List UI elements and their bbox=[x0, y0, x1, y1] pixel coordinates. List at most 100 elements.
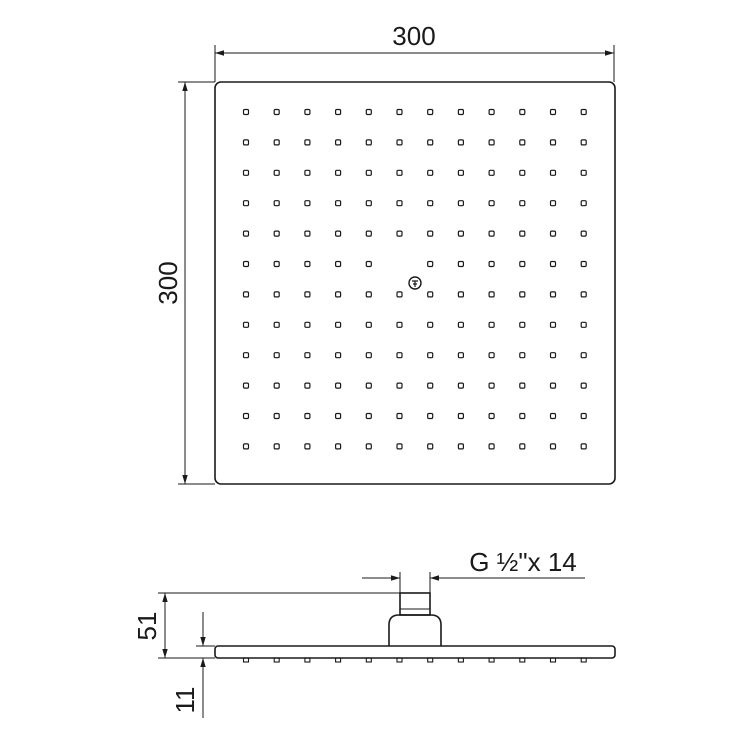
nozzle bbox=[396, 230, 403, 237]
nozzle bbox=[457, 200, 464, 207]
nozzle bbox=[519, 321, 526, 328]
nozzle bbox=[242, 139, 250, 146]
nozzle bbox=[488, 108, 495, 116]
nozzle bbox=[427, 108, 434, 116]
nozzle bbox=[396, 291, 403, 298]
nozzle bbox=[304, 139, 311, 146]
nozzle bbox=[365, 291, 372, 298]
nozzle bbox=[273, 443, 280, 450]
nozzle bbox=[396, 200, 403, 207]
side-nozzle bbox=[242, 657, 250, 663]
nozzle bbox=[488, 412, 495, 420]
nozzle bbox=[273, 230, 280, 237]
nozzle bbox=[457, 260, 464, 268]
nozzle bbox=[580, 412, 587, 420]
nozzle bbox=[549, 169, 557, 176]
nozzle bbox=[242, 230, 250, 237]
nozzle bbox=[580, 352, 587, 359]
nozzle bbox=[580, 108, 587, 116]
side-view: G ½"x 14 51 11 bbox=[132, 547, 616, 718]
side-nozzle-row bbox=[242, 657, 587, 663]
top-view: 300 300 bbox=[153, 21, 616, 485]
nozzle bbox=[457, 412, 464, 420]
swivel-joint-housing bbox=[388, 614, 442, 646]
nozzle bbox=[549, 412, 557, 420]
nozzle bbox=[580, 291, 587, 298]
nozzle bbox=[335, 260, 342, 268]
nozzle bbox=[242, 443, 250, 450]
side-nozzle bbox=[304, 657, 311, 663]
nozzle bbox=[549, 260, 557, 268]
nozzle bbox=[457, 169, 464, 176]
nozzle bbox=[396, 321, 403, 328]
nozzle bbox=[519, 230, 526, 237]
nozzle bbox=[396, 443, 403, 450]
nozzle bbox=[273, 352, 280, 359]
nozzle bbox=[304, 169, 311, 176]
nozzle bbox=[427, 200, 434, 207]
height-dimension-label: 300 bbox=[153, 261, 183, 304]
nozzle bbox=[273, 200, 280, 207]
nozzle bbox=[549, 108, 557, 116]
nozzle bbox=[580, 260, 587, 268]
nozzle bbox=[549, 321, 557, 328]
nozzle bbox=[242, 291, 250, 298]
nozzle bbox=[365, 230, 372, 237]
nozzle bbox=[457, 382, 464, 389]
nozzle bbox=[519, 200, 526, 207]
nozzle bbox=[242, 412, 250, 420]
nozzle bbox=[396, 169, 403, 176]
nozzle bbox=[519, 291, 526, 298]
nozzle bbox=[427, 169, 434, 176]
nozzle bbox=[365, 382, 372, 389]
nozzle bbox=[242, 352, 250, 359]
nozzle bbox=[549, 382, 557, 389]
nozzle bbox=[335, 443, 342, 450]
nozzle bbox=[242, 260, 250, 268]
nozzle bbox=[427, 382, 434, 389]
nozzle bbox=[396, 108, 403, 116]
nozzle bbox=[580, 382, 587, 389]
nozzle bbox=[549, 443, 557, 450]
side-nozzle bbox=[519, 657, 526, 663]
connection-thread-label: G ½"x 14 bbox=[469, 547, 577, 577]
side-nozzle bbox=[396, 657, 403, 663]
nozzle bbox=[580, 443, 587, 450]
nozzle bbox=[335, 139, 342, 146]
nozzle bbox=[457, 443, 464, 450]
nozzle bbox=[273, 260, 280, 268]
nozzle bbox=[273, 108, 280, 116]
nozzle bbox=[304, 321, 311, 328]
side-nozzle bbox=[580, 657, 587, 663]
nozzle bbox=[519, 443, 526, 450]
nozzle bbox=[304, 382, 311, 389]
nozzle bbox=[304, 412, 311, 420]
pipe-connector bbox=[399, 592, 431, 616]
nozzle bbox=[365, 108, 372, 116]
nozzle bbox=[457, 230, 464, 237]
nozzle bbox=[549, 139, 557, 146]
nozzle bbox=[396, 139, 403, 146]
side-nozzle bbox=[457, 657, 464, 663]
nozzle bbox=[549, 230, 557, 237]
nozzle bbox=[335, 352, 342, 359]
nozzle bbox=[488, 321, 495, 328]
nozzle-grid bbox=[242, 108, 587, 450]
nozzle bbox=[304, 200, 311, 207]
nozzle bbox=[242, 169, 250, 176]
nozzle bbox=[304, 291, 311, 298]
nozzle bbox=[457, 352, 464, 359]
nozzle bbox=[488, 200, 495, 207]
nozzle bbox=[580, 321, 587, 328]
nozzle bbox=[519, 260, 526, 268]
nozzle bbox=[365, 412, 372, 420]
nozzle bbox=[365, 260, 372, 268]
nozzle bbox=[519, 352, 526, 359]
nozzle bbox=[488, 291, 495, 298]
nozzle bbox=[427, 412, 434, 420]
side-plate-profile bbox=[214, 645, 616, 659]
nozzle bbox=[273, 321, 280, 328]
nozzle bbox=[273, 412, 280, 420]
nozzle bbox=[549, 200, 557, 207]
nozzle bbox=[365, 321, 372, 328]
